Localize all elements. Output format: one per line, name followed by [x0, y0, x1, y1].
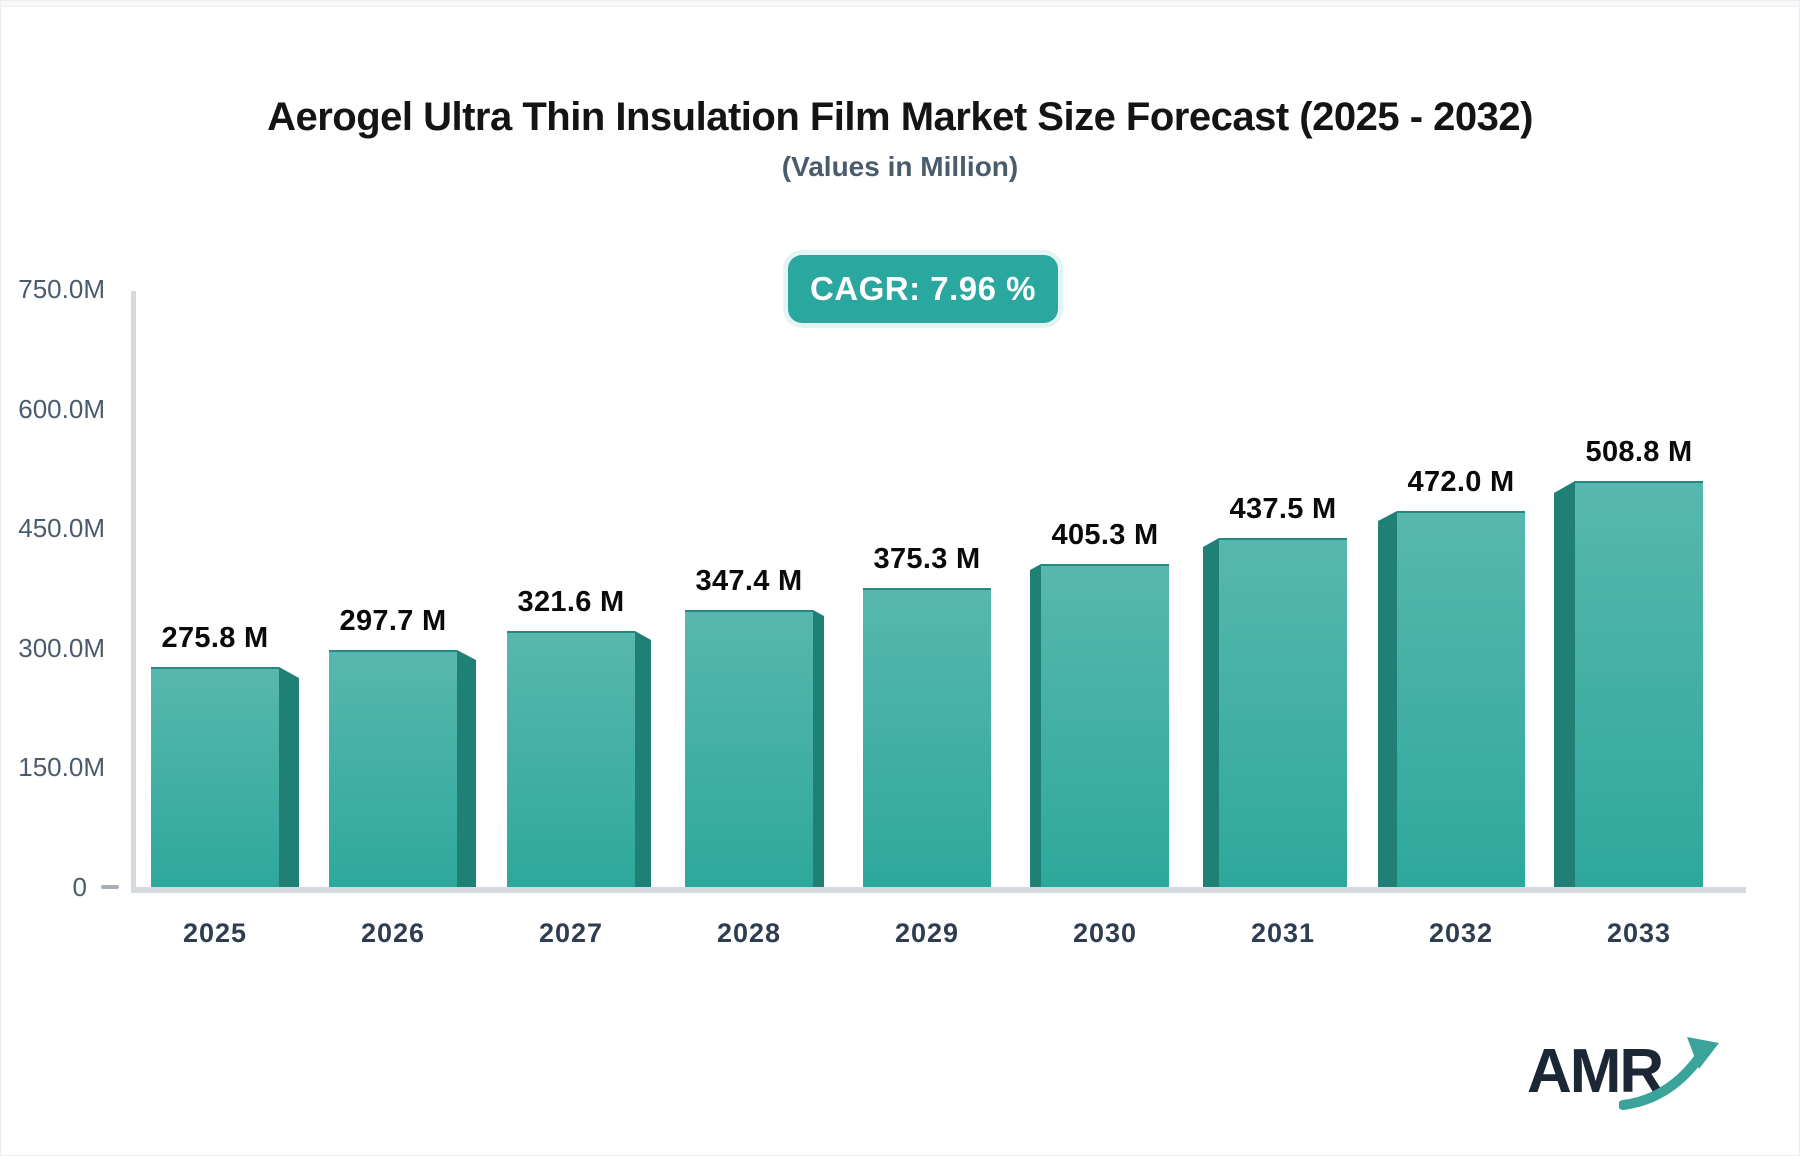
bar-2033 [1575, 481, 1703, 887]
trend-arrow-icon [1619, 1037, 1719, 1110]
y-tick-label-450.0M: 450.0M [18, 513, 105, 544]
x-axis-label-2026: 2026 [360, 918, 426, 948]
y-tick-label-750.0M: 750.0M [18, 274, 105, 304]
bar-2032 [1397, 511, 1525, 887]
x-axis-line [131, 887, 1746, 893]
chart-title: Aerogel Ultra Thin Insulation Film Marke… [267, 95, 1533, 139]
bar-side-face-2025 [279, 667, 299, 887]
bar-value-label-2030: 405.3 M [1051, 519, 1159, 551]
x-axis-label-2029: 2029 [894, 918, 960, 948]
bar-2029 [863, 588, 991, 887]
bar-side-face-2032 [1378, 511, 1397, 887]
bar-value-label-2029: 375.3 M [873, 543, 981, 575]
y-tick-label-600.0M: 600.0M [18, 393, 105, 424]
top-border-strip [1, 1, 1799, 7]
bar-side-face-2027 [635, 631, 651, 887]
zero-tick-dash [101, 885, 119, 889]
y-tick-label-0: 0 [72, 872, 87, 902]
amr-logo: AMR [1523, 1027, 1773, 1123]
bar-side-face-2026 [457, 650, 476, 887]
bar-2025 [151, 667, 279, 887]
y-tick-label-150.0M: 150.0M [18, 752, 105, 783]
x-axis-label-2033: 2033 [1606, 918, 1672, 948]
bar-side-face-2033 [1554, 481, 1575, 887]
bar-side-face-2028 [813, 610, 824, 887]
y-tick-label-300.0M: 300.0M [18, 632, 105, 663]
amr-logo-text: AMR [1527, 1037, 1664, 1106]
cagr-badge-label: CAGR: 7.96 % [809, 270, 1037, 307]
x-axis-label-2028: 2028 [716, 918, 782, 948]
y-axis-line [131, 291, 136, 891]
x-axis-label-2032: 2032 [1428, 918, 1494, 948]
bar-value-label-2025: 275.8 M [161, 622, 269, 654]
bar-value-label-2031: 437.5 M [1229, 493, 1337, 525]
bar-value-label-2033: 508.8 M [1585, 436, 1693, 468]
x-axis-label-2027: 2027 [538, 918, 604, 948]
bar-side-face-2031 [1203, 538, 1219, 887]
bar-2028 [685, 610, 813, 887]
chart-subtitle: (Values in Million) [781, 151, 1019, 182]
x-axis-label-2030: 2030 [1072, 918, 1138, 948]
bar-value-label-2027: 321.6 M [517, 586, 625, 618]
bar-2031 [1219, 538, 1347, 887]
x-axis-label-2031: 2031 [1250, 918, 1316, 948]
cagr-badge: CAGR: 7.96 % [788, 255, 1058, 323]
bar-2027 [507, 631, 635, 887]
bar-value-label-2032: 472.0 M [1407, 466, 1515, 498]
bar-2030 [1041, 564, 1169, 887]
bar-value-label-2026: 297.7 M [339, 605, 447, 637]
x-axis-label-2025: 2025 [182, 918, 248, 948]
bar-value-label-2028: 347.4 M [695, 565, 803, 597]
bar-side-face-2030 [1030, 564, 1041, 887]
bar-2026 [329, 650, 457, 887]
